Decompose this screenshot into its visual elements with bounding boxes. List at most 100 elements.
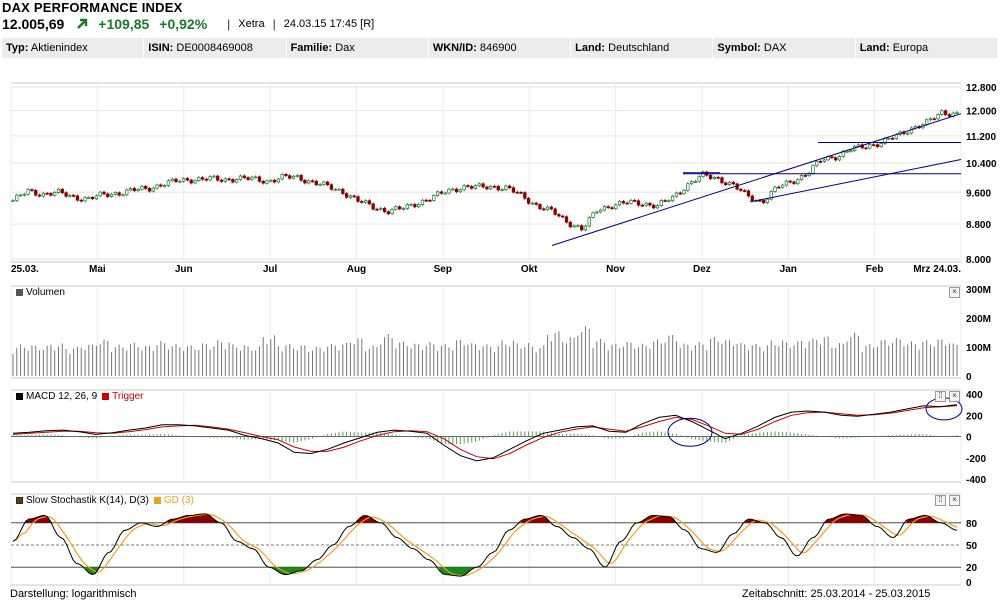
info-family: Familie: Dax [287,38,429,58]
candle-up [887,137,891,140]
candle-down [830,156,834,159]
volume-tick-label: 100M [966,343,991,354]
macd-highlight-ellipse [667,417,713,447]
candle-down [542,208,546,211]
candle-down [174,178,178,183]
candle-up [587,217,591,227]
page-title: DAX PERFORMANCE INDEX [2,0,183,15]
macd-panel-title: MACD 12, 26, 9 [26,391,98,402]
candle-up [822,159,826,162]
candle-up [41,192,45,197]
candle-up [489,185,493,190]
trigger-legend-label: Trigger [112,391,144,402]
info-label: ISIN: [148,42,174,54]
candle-up [909,127,914,134]
candle-up [447,188,451,194]
candle-down [102,191,106,195]
price-change-pct: +0,92% [159,16,208,32]
candle-down [272,179,277,183]
candle-up [280,174,284,180]
candle-down [492,185,497,188]
macd-tick-label: -200 [966,454,986,465]
candle-down [314,180,318,186]
candle-down [511,187,516,193]
candle-down [284,174,288,176]
candle-down [777,186,781,189]
candle-up [727,181,732,186]
candle-down [466,185,470,187]
candle-down [64,192,68,197]
candle-up [98,191,102,197]
info-label: Typ: [6,42,29,54]
candle-up [955,112,959,114]
candle-up [109,193,114,197]
candle-down [257,176,262,182]
candle-up [53,192,57,196]
candle-up [629,199,633,204]
stoch-tick-label: 0 [966,578,972,589]
candle-up [197,177,201,182]
candle-up [936,114,940,120]
candle-down [485,186,489,190]
candle-down [189,179,193,184]
candle-up [178,180,182,183]
candle-up [576,225,580,228]
time-axis-label: Jun [175,264,193,275]
candle-up [68,194,72,197]
price-tick-label: 11.200 [966,132,996,143]
volume-close-button[interactable]: × [949,287,960,298]
candle-up [318,184,322,186]
info-label: WKN/ID: [432,42,477,54]
info-region: Land: Europa [856,38,998,58]
candle-up [18,194,23,197]
candle-down [30,189,34,191]
arrow-up-right-icon [77,18,88,29]
candle-up [925,119,929,125]
candle-up [598,209,603,213]
macd-close-button[interactable]: × [949,391,960,402]
stoch-close-button[interactable]: × [949,495,960,506]
candle-down [553,208,557,215]
candle-down [526,197,531,204]
candle-down [375,208,379,211]
candle-down [746,190,751,197]
candle-up [269,179,273,182]
candle-up [671,195,675,202]
candle-up [617,201,622,206]
stoch-expand-button[interactable]: ⁞⁞ [935,495,946,506]
info-value: Dax [335,42,355,54]
candle-down [507,185,512,189]
candle-down [708,174,713,179]
candle-down [515,191,519,194]
candle-down [720,177,724,184]
candle-down [37,194,42,197]
candle-down [90,197,95,200]
candle-down [568,221,572,228]
macd-tick-label: 400 [966,390,983,401]
candle-up [181,178,186,182]
candle-down [943,110,948,115]
candle-up [363,200,368,203]
candle-down [648,202,652,206]
candle-down [398,206,402,210]
candle-up [712,176,717,179]
trendline-support [551,113,962,247]
candle-up [667,200,671,203]
candle-down [204,178,208,181]
candle-up [477,183,481,187]
scale-mode-label: Darstellung: logarithmisch [10,588,137,600]
macd-expand-button[interactable]: ⁞⁞ [935,391,946,402]
candle-down [231,179,235,183]
time-axis-label: Aug [347,264,366,275]
candle-down [652,204,656,209]
candle-up [595,211,599,214]
candle-down [621,201,626,204]
candle-up [815,161,819,167]
candle-up [136,188,140,191]
candle-down [470,186,474,189]
candle-down [606,206,610,208]
candle-down [49,193,53,196]
macd-panel-header: MACD 12, 26, 9 Trigger [16,391,143,402]
candle-down [371,203,375,210]
